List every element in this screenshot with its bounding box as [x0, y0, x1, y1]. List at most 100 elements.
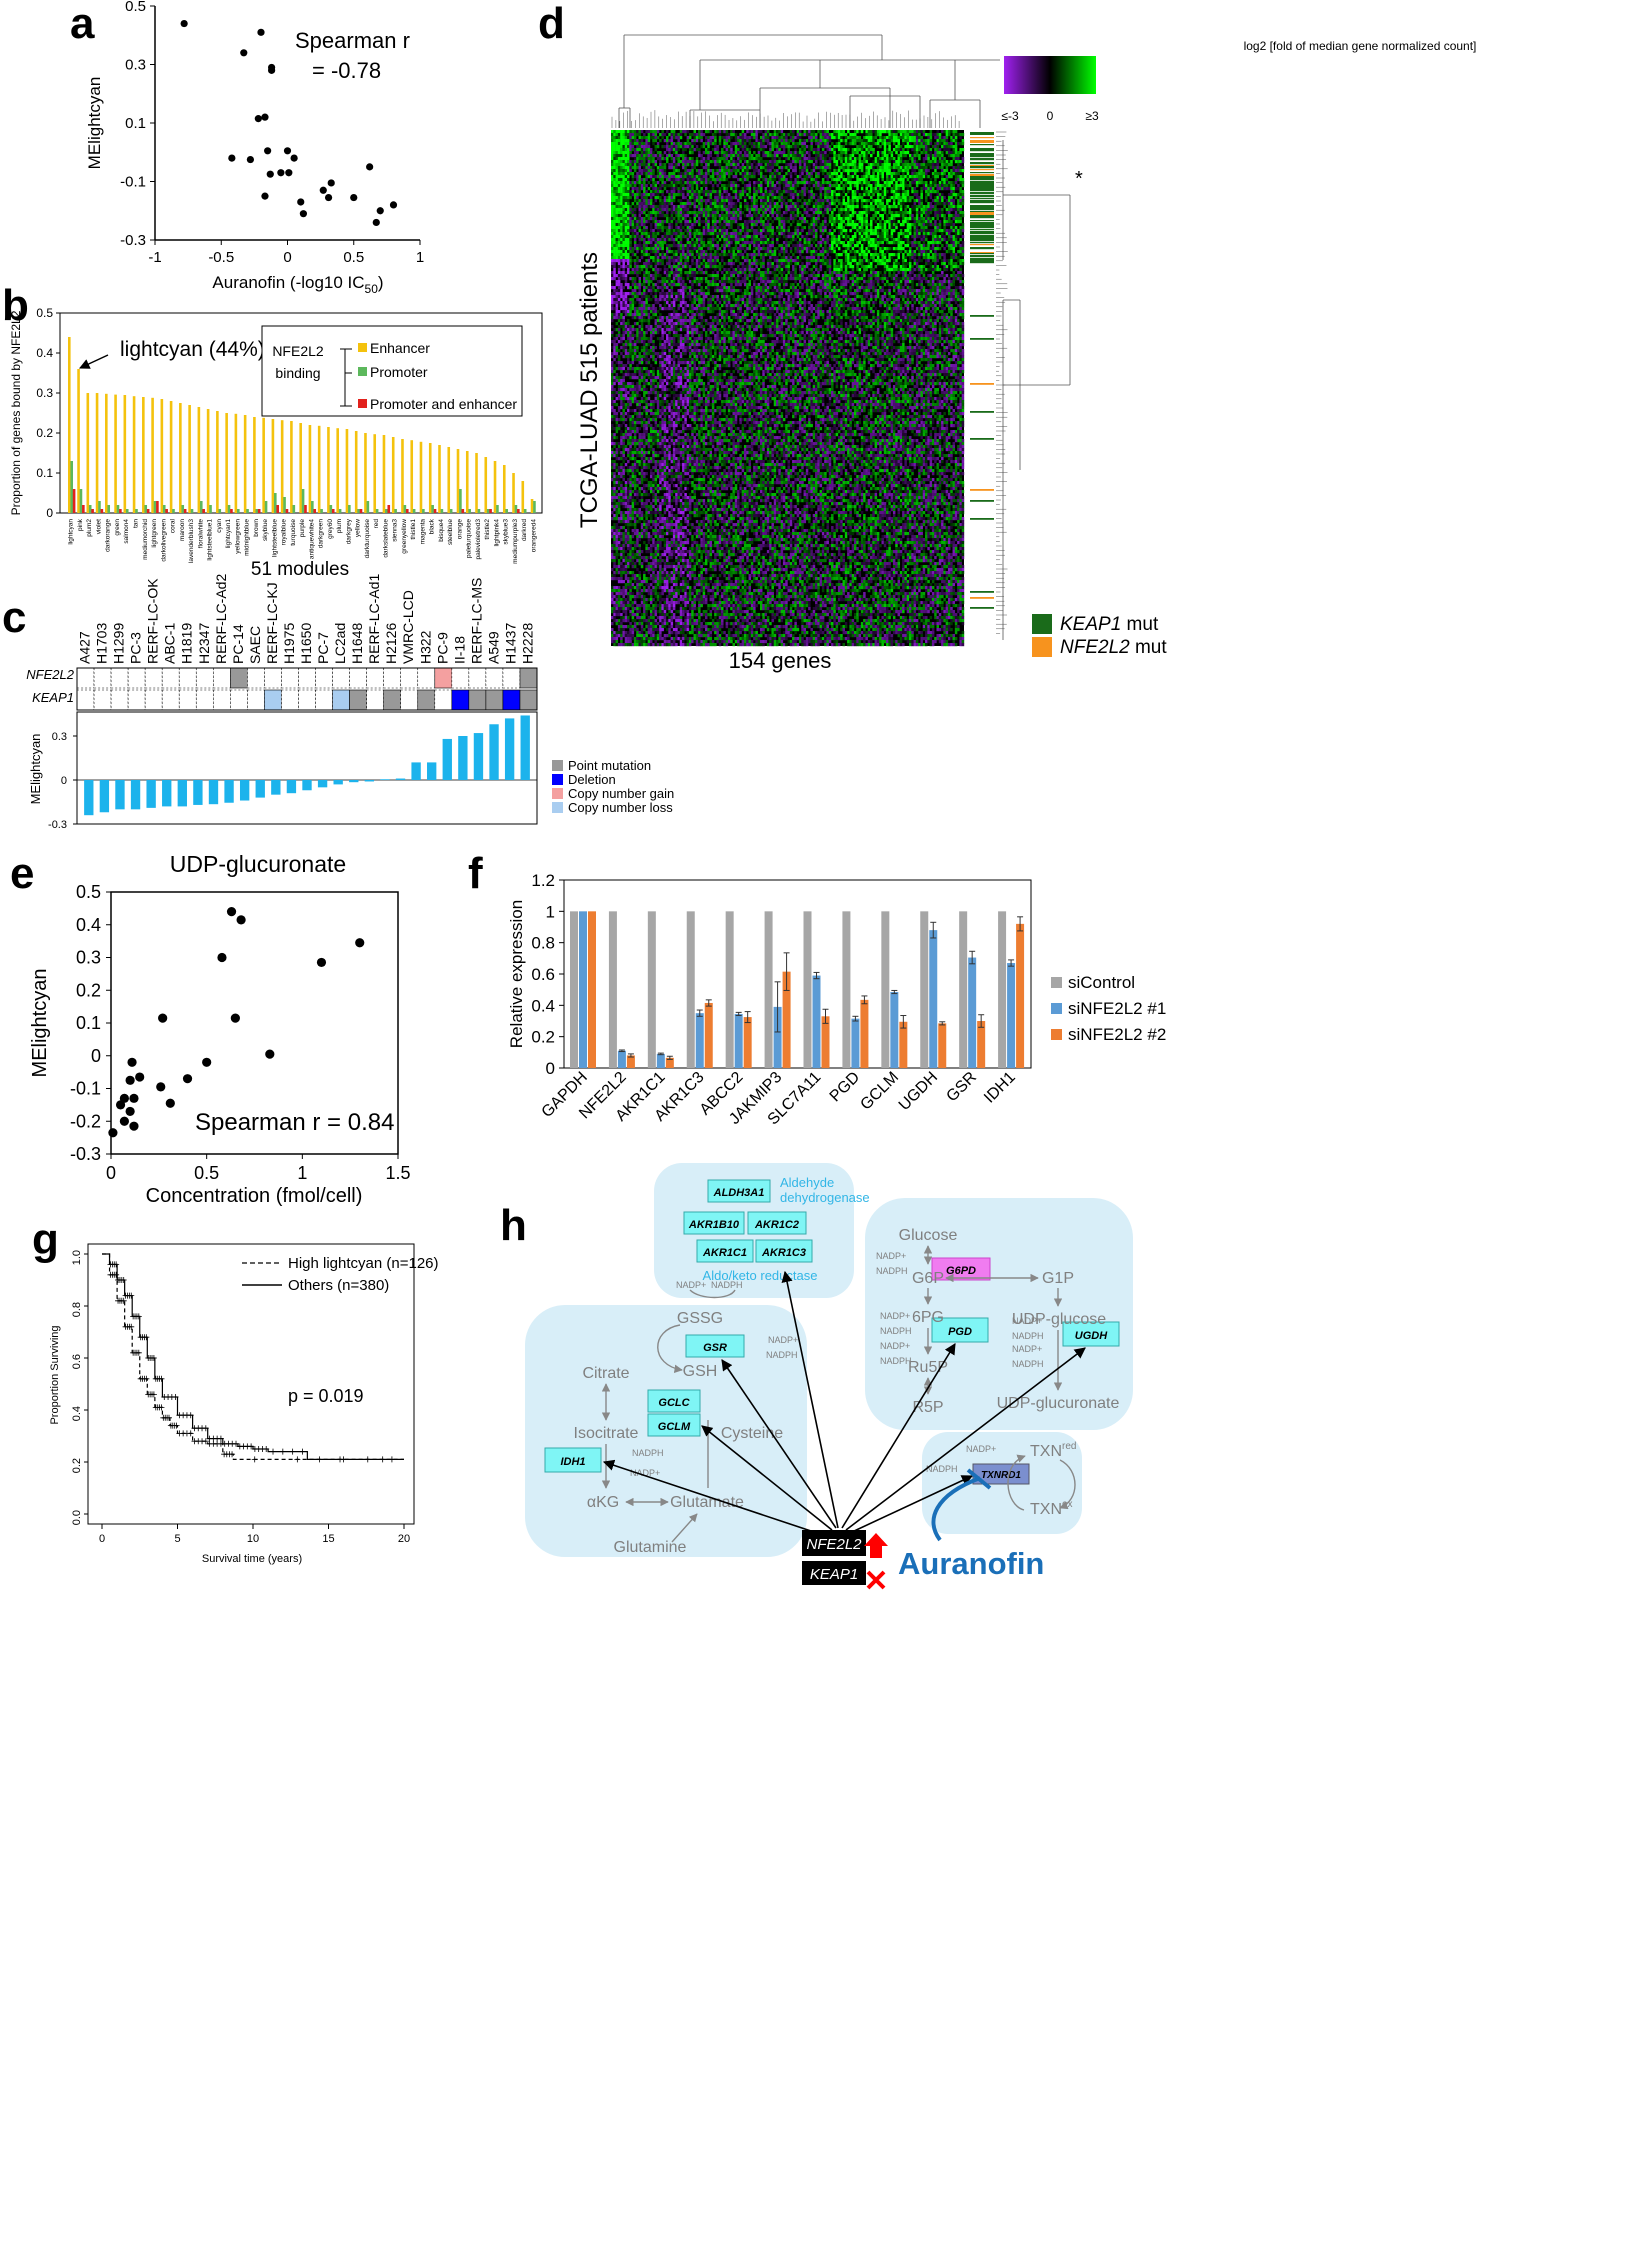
heatmap-cell: [675, 181, 678, 185]
category-label: steelblue: [447, 519, 454, 545]
heatmap-cell: [785, 211, 788, 215]
heatmap-cell: [640, 199, 644, 203]
heatmap-cell: [943, 142, 946, 146]
heatmap-cell: [876, 187, 880, 191]
heatmap-cell: [842, 199, 846, 203]
heatmap-cell: [672, 232, 676, 236]
heatmap-cell: [943, 238, 946, 242]
heatmap-cell: [851, 190, 855, 194]
heatmap-cell: [833, 151, 836, 155]
heatmap-cell: [675, 175, 678, 179]
heatmap-cell: [771, 172, 774, 176]
heatmap-cell: [746, 139, 749, 143]
heatmap-cell: [766, 169, 770, 173]
panel-b: b 0.50.40.30.20.10 lightcyan pink plum2 vio…: [2, 281, 543, 580]
heatmap-cell: [867, 133, 871, 137]
heatmap-cell: [810, 208, 813, 212]
heatmap-cell: [810, 199, 813, 203]
heatmap-cell: [821, 136, 825, 140]
heatmap-cell: [702, 241, 706, 245]
category-label: darkgrey: [345, 518, 352, 544]
heatmap-cell: [652, 151, 655, 155]
heatmap-cell: [643, 199, 646, 203]
heatmap-cell: [782, 145, 786, 149]
heatmap-cell: [640, 217, 644, 221]
bar-promoter: [459, 489, 462, 513]
bar: [130, 780, 141, 810]
heatmap-cell: [897, 130, 901, 134]
heatmap-cell: [904, 229, 907, 233]
heatmap-cell: [819, 232, 823, 236]
heatmap-cell: [611, 157, 614, 161]
heatmap-cell: [881, 193, 884, 197]
heatmap-cell: [714, 130, 717, 134]
heatmap-cell: [714, 238, 717, 242]
heatmap-cell: [624, 217, 628, 221]
heatmap-cell: [645, 139, 648, 143]
heatmap-cell: [757, 154, 761, 158]
heatmap-cell: [617, 178, 621, 182]
heatmap-cell: [675, 214, 678, 218]
heatmap-cell: [947, 160, 951, 164]
heatmap-cell: [876, 208, 880, 212]
heatmap-cell: [652, 133, 655, 137]
mutation-cell: [281, 667, 299, 689]
heatmap-cell: [778, 145, 781, 149]
heatmap-cell: [897, 187, 901, 191]
heatmap-cell: [714, 169, 717, 173]
heatmap-cell: [755, 136, 758, 140]
row-label-nfe2l2: NFE2L2: [26, 667, 74, 682]
heatmap-cell: [837, 238, 841, 242]
heatmap-cell: [675, 169, 678, 173]
bar: [317, 780, 328, 788]
heatmap-cell: [666, 238, 669, 242]
heatmap-cell: [798, 238, 802, 242]
bar-promoter-and-enhancer: [257, 509, 261, 513]
heatmap-cell: [915, 211, 919, 215]
heatmap-cell: [727, 136, 731, 140]
category-label: black: [429, 518, 436, 534]
heatmap-cell: [611, 133, 614, 137]
heatmap-cell: [936, 145, 939, 149]
heatmap-cell: [654, 232, 658, 236]
heatmap-cell: [897, 139, 901, 143]
category-label: yellow: [355, 519, 362, 537]
heatmap-cell: [920, 199, 923, 203]
heatmap-cell: [627, 160, 630, 164]
heatmap-cell: [778, 217, 781, 221]
heatmap-cell: [842, 235, 846, 239]
heatmap-cell: [952, 226, 956, 230]
heatmap-cell: [837, 202, 841, 206]
heatmap-cell: [831, 196, 834, 200]
heatmap-cell: [718, 139, 722, 143]
heatmap-cell: [842, 190, 846, 194]
heatmap-cell: [704, 202, 708, 206]
heatmap-cell: [915, 166, 919, 170]
heatmap-cell: [769, 202, 772, 206]
heatmap-cell: [773, 172, 777, 176]
heatmap-cell: [883, 187, 887, 191]
heatmap-cell: [776, 187, 779, 191]
heatmap-cell: [931, 223, 935, 227]
heatmap-cell: [656, 214, 660, 218]
heatmap-cell: [913, 238, 917, 242]
heatmap-cell: [711, 190, 715, 194]
heatmap-cell: [723, 139, 726, 143]
heatmap-cell: [835, 196, 839, 200]
heatmap-cell: [828, 217, 832, 221]
heatmap-cell: [817, 214, 820, 218]
heatmap-cell: [911, 133, 914, 137]
heatmap-cell: [959, 208, 962, 212]
heatmap-cell: [776, 238, 779, 242]
heatmap-cell: [812, 193, 816, 197]
heatmap-cell: [805, 238, 809, 242]
heatmap-cell: [656, 172, 660, 176]
mutation-cell: [519, 667, 538, 689]
heatmap-cell: [659, 214, 662, 218]
heatmap-cell: [954, 205, 958, 209]
category-label: darkolivegreen: [160, 519, 167, 562]
heatmap-cell: [890, 187, 894, 191]
heatmap-cell: [792, 196, 795, 200]
heatmap-cell: [849, 154, 852, 158]
heatmap-cell: [627, 145, 630, 149]
